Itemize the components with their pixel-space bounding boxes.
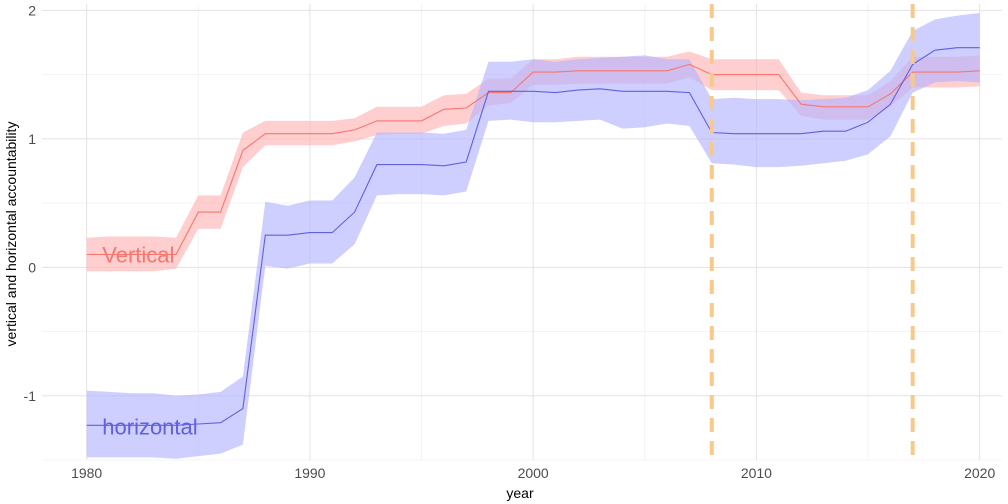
x-tick-labels: 1980 1990 2000 2010 2020	[71, 465, 995, 481]
line-vertical	[86, 63, 980, 256]
y-tick-labels: -1 0 1 2	[24, 2, 37, 403]
y-tick-0: 0	[28, 259, 36, 275]
x-tick-1980: 1980	[71, 465, 102, 481]
line-horizontal	[86, 47, 980, 426]
x-tick-2010: 2010	[741, 465, 772, 481]
label-vertical: Vertical	[102, 242, 174, 267]
y-tick-2: 2	[28, 2, 36, 18]
series-labels: Vertical horizontal	[102, 242, 197, 439]
y-tick-1: 1	[28, 131, 36, 147]
reference-lines	[709, 4, 915, 460]
band-horizontal	[86, 13, 980, 459]
label-horizontal: horizontal	[102, 415, 197, 440]
x-tick-2000: 2000	[518, 465, 549, 481]
confidence-bands	[86, 13, 980, 459]
band-vertical	[86, 51, 980, 272]
series-lines	[86, 47, 980, 426]
y-axis-title: vertical and horizontal accountability	[3, 122, 19, 347]
x-tick-2020: 2020	[964, 465, 995, 481]
x-axis-title: year	[506, 485, 534, 501]
y-tick--1: -1	[24, 388, 37, 404]
x-tick-1990: 1990	[294, 465, 325, 481]
